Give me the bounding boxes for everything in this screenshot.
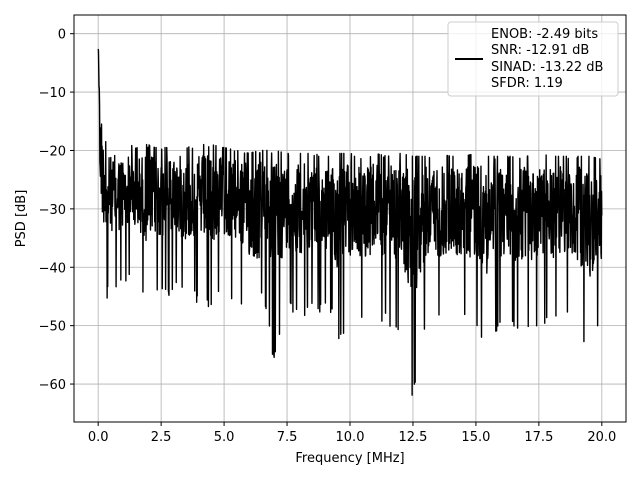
x-tick-label: 20.0 xyxy=(587,430,616,445)
y-axis-label: PSD [dB] xyxy=(14,190,29,248)
y-tick-label: −30 xyxy=(39,203,66,218)
legend-entry-sinad: SINAD: -13.22 dB xyxy=(491,60,603,75)
x-tick-label: 0.0 xyxy=(88,430,109,445)
legend: ENOB: -2.49 bits SNR: -12.91 dB SINAD: -… xyxy=(448,22,618,96)
x-tick-label: 10.0 xyxy=(336,430,365,445)
legend-entry-sfdr: SFDR: 1.19 xyxy=(491,76,563,91)
x-tick-label: 12.5 xyxy=(398,430,427,445)
y-tick-label: −60 xyxy=(39,378,66,393)
x-tick-label: 17.5 xyxy=(524,430,553,445)
y-tick-label: −40 xyxy=(39,261,66,276)
x-tick-label: 2.5 xyxy=(151,430,172,445)
x-tick-label: 5.0 xyxy=(214,430,235,445)
y-tick-label: 0 xyxy=(58,28,66,43)
y-tick-label: −10 xyxy=(39,86,66,101)
x-tick-label: 7.5 xyxy=(277,430,298,445)
x-axis-label: Frequency [MHz] xyxy=(295,451,404,466)
y-tick-label: −50 xyxy=(39,320,66,335)
y-tick-label: −20 xyxy=(39,144,66,159)
legend-entry-snr: SNR: -12.91 dB xyxy=(491,43,589,58)
x-tick-label: 15.0 xyxy=(461,430,490,445)
legend-entry-enob: ENOB: -2.49 bits xyxy=(491,27,598,42)
